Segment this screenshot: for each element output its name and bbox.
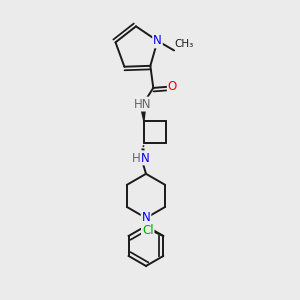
Polygon shape bbox=[140, 104, 146, 121]
Text: HN: HN bbox=[134, 98, 152, 111]
Text: O: O bbox=[168, 80, 177, 93]
Text: H: H bbox=[132, 152, 141, 165]
Text: N: N bbox=[141, 152, 149, 165]
Text: Cl: Cl bbox=[142, 224, 154, 237]
Text: N: N bbox=[142, 212, 150, 224]
Text: CH₃: CH₃ bbox=[175, 39, 194, 49]
Text: N: N bbox=[153, 34, 162, 47]
